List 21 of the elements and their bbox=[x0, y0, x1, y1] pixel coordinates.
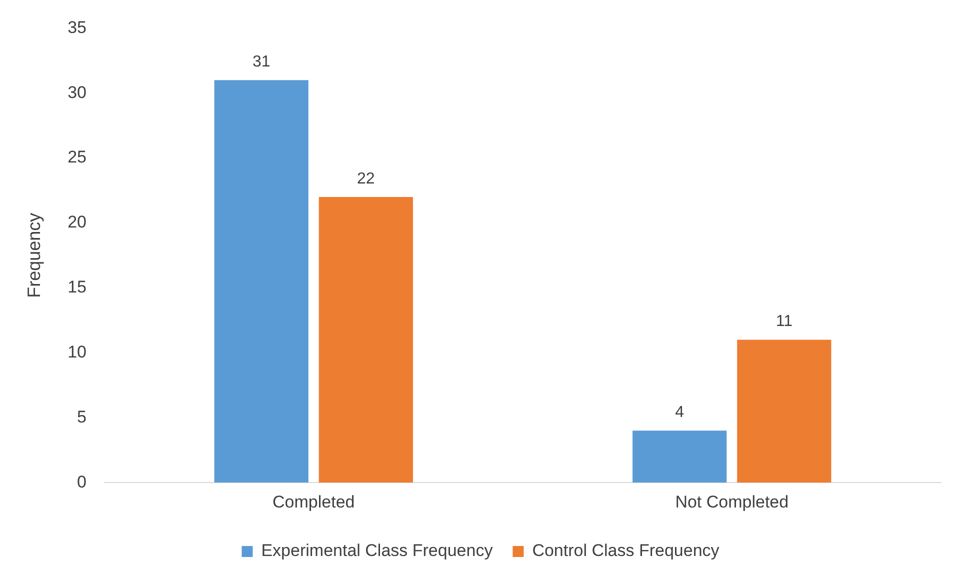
bar bbox=[214, 80, 308, 483]
data-label: 31 bbox=[252, 54, 270, 71]
data-label: 4 bbox=[675, 404, 684, 422]
y-tick-label: 25 bbox=[68, 148, 87, 167]
y-tick-label: 5 bbox=[77, 407, 87, 426]
y-axis-title: Frequency bbox=[24, 212, 44, 298]
legend-label: Experimental Class Frequency bbox=[261, 541, 494, 560]
x-tick-label: Not Completed bbox=[675, 492, 789, 512]
bar bbox=[737, 340, 832, 483]
y-tick-label: 20 bbox=[68, 212, 87, 232]
y-tick-label: 0 bbox=[77, 472, 87, 492]
bar bbox=[318, 196, 413, 483]
y-tick-label: 35 bbox=[68, 18, 87, 37]
x-tick-label: Completed bbox=[272, 492, 355, 512]
data-label: 22 bbox=[357, 170, 375, 188]
bar bbox=[632, 430, 727, 483]
y-tick-label: 15 bbox=[68, 278, 87, 297]
y-tick-label: 30 bbox=[68, 82, 87, 102]
data-label: 11 bbox=[776, 313, 793, 330]
y-tick-label: 10 bbox=[68, 342, 87, 362]
legend-label: Control Class Frequency bbox=[532, 541, 720, 560]
